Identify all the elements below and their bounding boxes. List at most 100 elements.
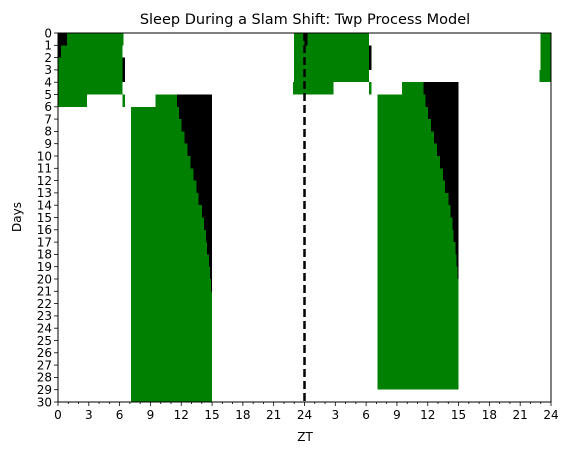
dark-block <box>187 143 213 156</box>
sleep-block <box>377 143 437 156</box>
y-tick-label: 13 <box>37 186 52 200</box>
sleep-block <box>540 57 551 70</box>
x-tick-label: 0 <box>54 408 62 422</box>
dark-block <box>425 94 459 107</box>
sleep-block <box>130 291 213 304</box>
sleep-block <box>130 156 191 169</box>
y-tick-label: 14 <box>37 199 52 213</box>
dark-block <box>448 192 459 206</box>
dark-block <box>122 57 125 70</box>
sleep-block <box>304 82 334 95</box>
sleep-block <box>377 217 453 230</box>
dark-block <box>198 192 213 206</box>
sleep-block <box>304 57 370 70</box>
y-tick-label: 17 <box>37 235 52 249</box>
sleep-block <box>130 168 194 181</box>
dark-block <box>427 106 459 120</box>
sleep-block <box>130 192 199 206</box>
x-tick-label: 18 <box>235 408 250 422</box>
x-axis-title: ZT <box>297 430 313 444</box>
dark-block <box>433 131 459 144</box>
sleep-block <box>377 94 426 107</box>
x-tick-label: 24 <box>543 408 558 422</box>
x-tick-label: 6 <box>362 408 370 422</box>
dark-block <box>211 279 213 292</box>
dark-block <box>457 266 459 279</box>
dark-block <box>206 242 213 255</box>
y-tick-label: 3 <box>44 63 52 77</box>
sleep-block <box>130 106 180 120</box>
x-tick-label: 21 <box>266 408 281 422</box>
sleep-block <box>130 303 213 316</box>
sleep-block <box>377 340 459 353</box>
sleep-block <box>293 82 305 95</box>
sleep-block <box>130 266 211 279</box>
x-tick-label: 12 <box>420 408 435 422</box>
y-tick-label: 15 <box>37 211 52 225</box>
y-tick-label: 29 <box>37 383 52 397</box>
dark-block <box>369 45 372 58</box>
sleep-block <box>294 69 305 83</box>
sleep-block <box>402 82 424 95</box>
y-tick-label: 5 <box>44 88 52 102</box>
dark-block <box>452 217 459 230</box>
sleep-block <box>130 254 209 267</box>
sleep-block <box>130 229 206 243</box>
y-tick-label: 8 <box>44 125 52 139</box>
x-tick-label: 18 <box>482 408 497 422</box>
x-tick-label: 15 <box>451 408 466 422</box>
dark-block <box>436 143 459 156</box>
plot-area <box>57 32 552 403</box>
y-tick-label: 4 <box>44 76 52 90</box>
x-tick-label: 9 <box>147 408 155 422</box>
sleep-block <box>377 131 434 144</box>
dark-block <box>58 45 62 58</box>
sleep-block <box>130 340 213 353</box>
x-tick-label: 3 <box>331 408 339 422</box>
dark-block <box>193 168 213 181</box>
sleep-block <box>130 315 213 329</box>
dark-block <box>369 57 372 70</box>
dark-block <box>430 119 459 132</box>
sleep-block <box>377 106 428 120</box>
y-tick-label: 9 <box>44 137 52 151</box>
sleep-block <box>61 45 123 58</box>
sleep-block <box>294 45 305 58</box>
sleep-block <box>130 377 213 390</box>
sleep-block <box>377 229 454 243</box>
dark-block <box>440 156 459 169</box>
y-tick-label: 26 <box>37 346 52 360</box>
sleep-block <box>58 57 123 70</box>
sleep-block <box>304 69 370 83</box>
dark-block <box>122 69 125 83</box>
x-tick-label: 15 <box>204 408 219 422</box>
sleep-block <box>294 57 305 70</box>
sleep-block <box>67 33 124 46</box>
sleep-block <box>130 131 185 144</box>
y-axis: 0123456789101112131415161718192021222324… <box>37 26 58 409</box>
dark-block <box>453 229 459 243</box>
y-tick-label: 10 <box>37 149 52 163</box>
y-tick-label: 25 <box>37 334 52 348</box>
sleep-block <box>377 303 459 316</box>
sleep-block <box>122 94 125 107</box>
sleep-block <box>130 180 197 193</box>
y-tick-label: 2 <box>44 51 52 65</box>
sleep-block <box>377 315 459 329</box>
sleep-block <box>377 291 459 304</box>
sleep-block <box>155 94 178 107</box>
sleep-block <box>377 180 446 193</box>
sleep-block <box>130 205 202 218</box>
sleep-block <box>540 33 551 46</box>
sleep-block <box>377 205 451 218</box>
dark-block <box>196 180 213 193</box>
sleep-block <box>369 82 372 95</box>
sleep-block <box>130 242 207 255</box>
x-tick-label: 3 <box>85 408 93 422</box>
y-tick-label: 7 <box>44 112 52 126</box>
y-tick-label: 11 <box>37 162 52 176</box>
y-tick-label: 28 <box>37 371 52 385</box>
dark-block <box>201 205 213 218</box>
dark-block <box>456 254 459 267</box>
sleep-block <box>58 94 87 107</box>
